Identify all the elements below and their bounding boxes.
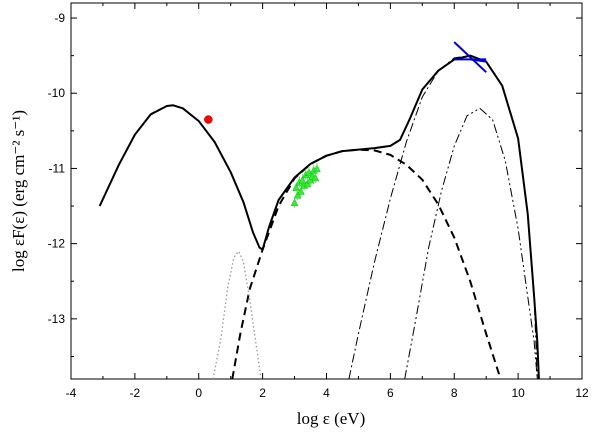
y-tick-label: -12 [48, 237, 66, 251]
series-line-2-dashed [231, 148, 502, 380]
x-axis-title: log ε (eV) [297, 409, 366, 428]
x-tick-label: -4 [66, 386, 77, 400]
tick-layer: -4 -2 0 2 4 6 8 10 12 -9 -10 -11 -12 -13 [48, 3, 589, 400]
y-tick-label: -13 [48, 312, 66, 326]
series-line-4-dashdot [348, 55, 538, 380]
y-tick-label: -10 [48, 86, 66, 100]
gamma-bowtie-segment-3 [470, 58, 487, 63]
optical-data-point [204, 115, 213, 124]
x-tick-label: 2 [259, 386, 266, 400]
y-tick-label: -11 [49, 161, 66, 175]
x-tick-label: -2 [130, 386, 141, 400]
x-tick-label: 6 [387, 386, 394, 400]
x-tick-label: 12 [575, 386, 589, 400]
series-line-5-dashdotdot [404, 107, 538, 380]
gamma-bowtie-segment-1 [453, 41, 487, 73]
series-layer [98, 54, 540, 380]
x-tick-label: 0 [195, 386, 202, 400]
x-tick-label: 10 [511, 386, 525, 400]
y-axis-title: log εF(ε) (erg cm⁻² s⁻¹) [9, 110, 28, 272]
y-tick-label: -9 [54, 11, 65, 25]
series-line-3-dotted [212, 250, 262, 380]
x-tick-label: 4 [323, 386, 330, 400]
plot-frame [70, 2, 583, 380]
x-tick-label: 8 [451, 386, 458, 400]
marker-layer [204, 41, 487, 208]
series-line-1-solid [98, 54, 540, 380]
